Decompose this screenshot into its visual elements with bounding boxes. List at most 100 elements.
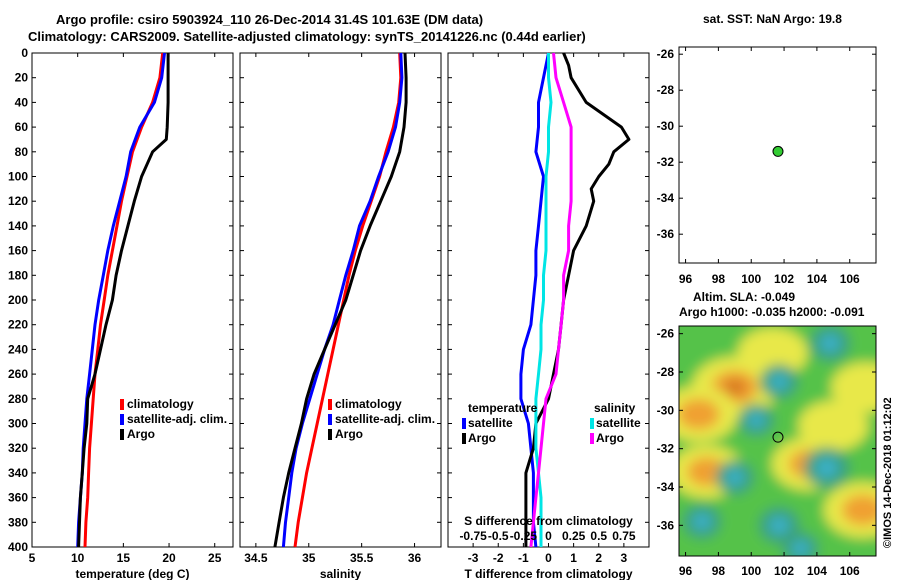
series-line-satellite-adj-clim- [281, 52, 404, 548]
legend-swatch-salinity [590, 433, 594, 444]
x-tick-label-difference: 0 [545, 551, 552, 565]
sla-low-core [791, 540, 810, 556]
x-tick-label-2-difference: -0.75 [459, 529, 487, 543]
panel-frame-temperature [31, 52, 234, 548]
sla-x-tick-label: 96 [679, 564, 693, 578]
sla-map-frame [678, 325, 877, 557]
figure-title-line1: Argo profile: csiro 5903924_110 26-Dec-2… [56, 12, 484, 27]
sst-map-frame [678, 46, 877, 264]
legend-label: satellite [468, 416, 513, 430]
x-axis-label-salinity: salinity [320, 567, 362, 580]
sst-y-tick-label: -34 [657, 191, 675, 205]
sst-x-tick-label: 98 [712, 272, 726, 286]
x-tick-label-2-difference: 0 [545, 529, 552, 543]
sla-low-core [815, 457, 839, 479]
sla-high-peak [724, 378, 746, 396]
sla-low-core [747, 411, 766, 429]
sla-heatmap [679, 326, 876, 556]
sla-y-tick-label: -32 [657, 442, 675, 456]
series-line-satellite-adj-clim- [76, 52, 166, 548]
x-tick-label-2-difference: -0.25 [510, 529, 538, 543]
sla-low-core [768, 516, 790, 535]
depth-tick-label: 180 [8, 268, 28, 282]
sst-x-tick-label: 102 [774, 272, 794, 286]
legend-label: satellite [596, 416, 641, 430]
sla-low-core [725, 468, 745, 487]
sla-x-tick-label: 98 [712, 564, 726, 578]
x-tick-label-temperature: 25 [208, 551, 222, 565]
series-line-salinity-satellite [534, 53, 553, 547]
sla-high-region [737, 327, 808, 378]
sla-low-core [819, 334, 841, 353]
legend-swatch-argo [120, 429, 124, 440]
sla-x-tick-label: 106 [840, 564, 860, 578]
sla-high-region [831, 362, 876, 413]
legend-swatch-climatology [328, 399, 332, 410]
x-tick-label-salinity: 35.5 [350, 551, 374, 565]
series-line-argo [77, 53, 170, 548]
depth-tick-label: 400 [8, 540, 28, 554]
x-tick-label-temperature: 5 [29, 551, 36, 565]
depth-tick-label: 20 [15, 71, 29, 85]
depth-tick-label: 140 [8, 219, 28, 233]
x-axis-label-temperature: temperature (deg C) [75, 567, 189, 580]
figure-title-line2: Climatology: CARS2009. Satellite-adjuste… [28, 29, 586, 44]
depth-tick-label: 360 [8, 491, 28, 505]
sla-panel-title-2: Argo h1000: -0.035 h2000: -0.091 [679, 305, 865, 319]
depth-tick-label: 320 [8, 441, 28, 455]
x-tick-label-salinity: 36 [408, 551, 422, 565]
sla-y-tick-label: -26 [657, 327, 675, 341]
depth-tick-label: 100 [8, 170, 28, 184]
depth-tick-label: 40 [15, 95, 29, 109]
sla-y-tick-label: -28 [657, 365, 675, 379]
x-axis-label-2-difference: S difference from climatology [464, 514, 633, 528]
depth-tick-label: 380 [8, 515, 28, 529]
legend-swatch-satellite-adj-clim- [328, 414, 332, 425]
argo-position-marker [772, 145, 784, 157]
x-tick-label-difference: 3 [621, 551, 628, 565]
legend-label: climatology [335, 397, 402, 411]
sst-x-tick-label: 106 [840, 272, 860, 286]
x-tick-label-temperature: 10 [71, 551, 85, 565]
credit-stamp: ©IMOS 14-Dec-2018 01:12:02 [882, 397, 894, 548]
depth-tick-label: 200 [8, 293, 28, 307]
x-tick-label-2-difference: 0.75 [612, 529, 636, 543]
x-tick-label-temperature: 15 [117, 551, 131, 565]
x-tick-label-difference: 1 [570, 551, 577, 565]
sst-y-tick-label: -32 [657, 155, 675, 169]
depth-tick-label: 60 [15, 120, 29, 134]
sla-y-tick-label: -34 [657, 480, 675, 494]
x-tick-label-salinity: 35 [302, 551, 316, 565]
depth-tick-label: 220 [8, 318, 28, 332]
sla-x-tick-label: 104 [807, 564, 827, 578]
sst-y-tick-label: -28 [657, 83, 675, 97]
series-line-argo [273, 52, 408, 548]
x-tick-label-salinity: 34.5 [244, 551, 268, 565]
x-tick-label-difference: -1 [518, 551, 529, 565]
x-tick-label-difference: -3 [468, 551, 479, 565]
depth-tick-label: 160 [8, 244, 28, 258]
legend-swatch-salinity [590, 418, 594, 429]
depth-tick-label: 0 [21, 46, 28, 60]
sla-high-region [798, 400, 869, 451]
depth-tick-label: 260 [8, 367, 28, 381]
x-tick-label-2-difference: -0.5 [488, 529, 509, 543]
depth-tick-label: 120 [8, 194, 28, 208]
sla-heatmap-field [679, 326, 876, 556]
sla-low-core [769, 372, 789, 391]
series-line-temperature-argo [524, 52, 631, 547]
sla-x-tick-label: 100 [741, 564, 761, 578]
legend-label: Argo [468, 431, 496, 445]
series-line-temperature-satellite [519, 52, 550, 548]
series-line-salinity-argo [529, 52, 573, 548]
sla-low-core [692, 512, 712, 531]
depth-tick-label: 80 [15, 145, 29, 159]
sla-y-tick-label: -36 [657, 518, 675, 532]
x-tick-label-2-difference: 0.25 [562, 529, 586, 543]
sst-y-tick-label: -30 [657, 119, 675, 133]
legend-swatch-argo [328, 429, 332, 440]
legend-right-title: salinity [594, 401, 636, 415]
x-axis-label-difference: T difference from climatology [464, 567, 632, 580]
sst-y-tick-label: -36 [657, 227, 675, 241]
